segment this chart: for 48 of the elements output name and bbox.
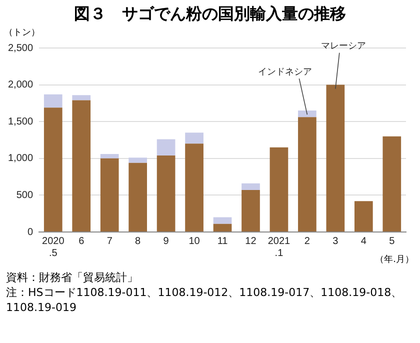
bar bbox=[100, 154, 119, 158]
x-tick-label: 6 bbox=[78, 236, 85, 247]
bar bbox=[242, 183, 260, 190]
bar bbox=[354, 201, 373, 232]
bar bbox=[72, 100, 91, 232]
y-tick-label: 2,000 bbox=[8, 80, 34, 91]
bar bbox=[326, 84, 345, 232]
text: 注：HSコード1108.19-011、1108.19-012、1108.19-017、1108.19-018、1108.19-019 bbox=[6, 285, 404, 315]
bar bbox=[382, 136, 402, 232]
x-tick-label: 10 bbox=[188, 236, 200, 247]
text: マレーシア bbox=[320, 42, 366, 52]
y-tick-label: 2,500 bbox=[8, 42, 34, 54]
x-tick-label: 3 bbox=[332, 236, 339, 247]
bar bbox=[44, 108, 62, 232]
y-tick-label: 500 bbox=[16, 190, 34, 201]
x-tick-label: 7 bbox=[106, 236, 113, 247]
bar bbox=[128, 158, 147, 163]
bar bbox=[298, 110, 316, 118]
x-tick-label: 4 bbox=[360, 236, 367, 247]
chart-title: 図３ サゴでん粉の国別輸入量の推移 bbox=[73, 4, 347, 25]
x-tick-label: 2021 .1 bbox=[268, 236, 291, 259]
y-axis-title: （トン） bbox=[4, 27, 40, 39]
x-tick-label: 5 bbox=[389, 236, 396, 247]
x-tick-label: 8 bbox=[135, 236, 142, 247]
text: 資料：財務省「貿易統計」 bbox=[6, 270, 139, 285]
bar bbox=[44, 94, 62, 108]
y-tick-label: 1,000 bbox=[8, 153, 34, 164]
x-tick-label: 9 bbox=[163, 236, 170, 247]
y-tick-label: 0 bbox=[27, 226, 34, 238]
y-tick-label: 1,500 bbox=[8, 116, 34, 128]
bar bbox=[72, 95, 91, 100]
bar bbox=[242, 190, 260, 232]
text: インドネシア bbox=[258, 67, 312, 78]
x-tick-label: 12 bbox=[245, 236, 257, 247]
x-tick-label: 2020 .5 bbox=[42, 236, 65, 259]
bar bbox=[270, 147, 288, 232]
bar bbox=[156, 139, 176, 156]
bar bbox=[213, 224, 232, 232]
bar bbox=[185, 132, 204, 144]
bar bbox=[156, 155, 176, 232]
bar bbox=[128, 162, 147, 232]
bar bbox=[213, 217, 232, 224]
x-axis-title: （年.月） bbox=[375, 254, 414, 266]
bar bbox=[100, 158, 119, 232]
bar bbox=[298, 117, 316, 232]
x-tick-label: 2 bbox=[304, 236, 310, 247]
x-tick-label: 11 bbox=[217, 236, 228, 247]
bar bbox=[185, 144, 204, 232]
